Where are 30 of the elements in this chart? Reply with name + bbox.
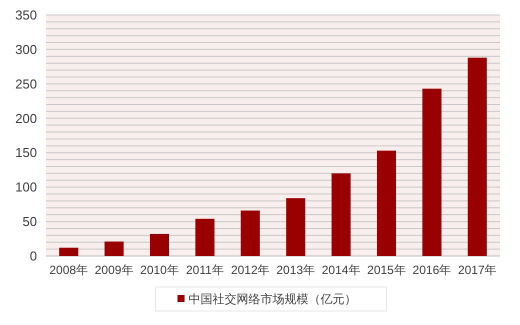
y-tick-label: 150 [15, 145, 37, 160]
y-tick-label: 200 [15, 110, 37, 126]
y-tick-label: 100 [15, 180, 37, 195]
x-tick-label: 2014年 [322, 263, 360, 277]
x-tick-label: 2008年 [49, 263, 88, 277]
bar [240, 210, 260, 256]
bar [104, 242, 124, 256]
bar [150, 234, 170, 256]
bar [195, 218, 214, 256]
x-tick-label: 2013年 [276, 263, 316, 277]
y-tick-label: 50 [22, 214, 37, 230]
x-tick-label: 2009年 [94, 263, 134, 277]
legend-label: 中国社交网络市场规模（亿元） [188, 292, 356, 306]
bar [468, 58, 487, 256]
bar [422, 88, 442, 256]
x-tick-label: 2011年 [186, 263, 224, 277]
x-tick-label: 2010年 [140, 263, 179, 277]
bar [59, 248, 78, 256]
legend: 中国社交网络市场规模（亿元） [155, 286, 387, 312]
y-tick-label: 250 [15, 76, 37, 92]
y-tick-label: 350 [15, 8, 37, 22]
x-tick-label: 2012年 [230, 263, 270, 277]
x-tick-label: 2016年 [412, 263, 452, 277]
bar [376, 150, 396, 256]
bar [332, 173, 351, 256]
bar [286, 198, 306, 256]
y-tick-label: 0 [30, 248, 37, 264]
x-tick-label: 2017年 [458, 263, 497, 277]
x-tick-label: 2015年 [367, 263, 406, 277]
y-tick-label: 300 [15, 42, 37, 57]
